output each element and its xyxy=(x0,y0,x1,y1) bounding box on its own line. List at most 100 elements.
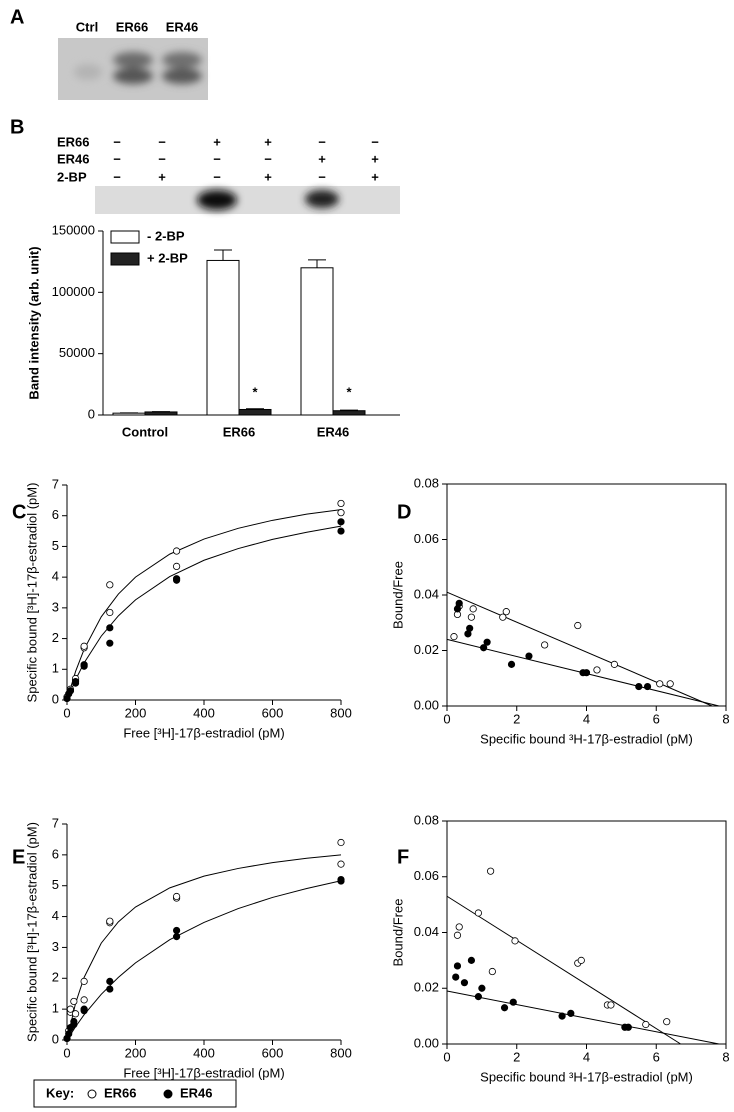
y-tick-label: 50000 xyxy=(59,345,95,360)
lane-label: Ctrl xyxy=(76,19,98,34)
data-point xyxy=(337,838,345,847)
data-point xyxy=(173,562,181,570)
condition-sign: − xyxy=(113,169,121,184)
data-point xyxy=(452,973,460,981)
annotation: * xyxy=(346,384,352,399)
y-tick-label: 0.00 xyxy=(414,697,439,712)
y-axis-title: Bound/Free xyxy=(390,899,405,967)
bar xyxy=(206,259,240,416)
data-point xyxy=(71,1010,80,1018)
y-axis-title: Specific bound [³H]-17β-estradiol (pM) xyxy=(24,483,39,703)
x-tick-label: 600 xyxy=(262,1045,284,1060)
legend-label: + 2-BP xyxy=(147,250,188,265)
y-tick-label: 0 xyxy=(88,406,95,421)
blot-strip xyxy=(95,186,400,214)
data-point xyxy=(467,613,476,621)
y-axis-title: Specific bound [³H]-17β-estradiol (pM) xyxy=(24,822,39,1042)
data-point xyxy=(106,917,114,925)
data-point xyxy=(455,923,463,931)
data-point xyxy=(70,997,78,1006)
data-point xyxy=(453,931,462,939)
y-tick-label: 0.08 xyxy=(414,475,439,490)
row-label: ER46 xyxy=(57,151,90,166)
fit-line xyxy=(446,990,720,1045)
y-tick-label: 0.06 xyxy=(414,868,439,883)
y-tick-label: 3 xyxy=(52,939,59,954)
data-point xyxy=(80,996,88,1004)
data-point xyxy=(574,621,582,630)
data-point xyxy=(635,682,643,691)
plot-frame xyxy=(446,820,727,1045)
y-tick-label: 5 xyxy=(52,877,59,892)
y-tick-label: 3 xyxy=(52,599,59,614)
x-tick-label: 8 xyxy=(722,711,729,726)
data-point xyxy=(469,605,477,613)
condition-sign: − xyxy=(158,134,166,149)
y-tick-label: 2 xyxy=(52,630,59,645)
data-point xyxy=(337,509,345,517)
condition-sign: + xyxy=(213,134,221,149)
data-point xyxy=(500,1004,509,1012)
data-point xyxy=(607,1001,615,1009)
data-point xyxy=(466,624,474,632)
data-point xyxy=(488,967,496,976)
data-point xyxy=(642,1020,650,1029)
key-marker xyxy=(163,1089,173,1099)
y-tick-label: 7 xyxy=(52,476,59,491)
data-point xyxy=(474,993,482,1001)
y-tick-label: 100000 xyxy=(52,284,95,299)
key-marker xyxy=(87,1089,97,1099)
fit-line xyxy=(66,509,342,701)
condition-sign: − xyxy=(213,169,221,184)
data-point xyxy=(70,1017,78,1026)
y-tick-label: 0.02 xyxy=(414,642,439,657)
data-point xyxy=(65,1030,73,1038)
data-point xyxy=(337,875,345,884)
data-point xyxy=(507,660,516,668)
x-tick-label: 4 xyxy=(583,711,590,726)
data-point xyxy=(467,956,476,964)
y-tick-label: 0.04 xyxy=(414,924,439,939)
x-tick-label: 400 xyxy=(193,1045,215,1060)
x-tick-label: 400 xyxy=(193,705,215,720)
condition-sign: − xyxy=(264,151,272,166)
bar xyxy=(144,411,178,416)
condition-sign: + xyxy=(371,151,379,166)
bar xyxy=(332,410,366,416)
x-tick-label: 0 xyxy=(443,1049,450,1064)
panel-label: A xyxy=(10,6,24,28)
data-point xyxy=(106,581,114,589)
x-tick-label: 8 xyxy=(722,1049,729,1064)
data-point xyxy=(80,1005,88,1013)
data-point xyxy=(337,527,345,535)
data-point xyxy=(541,641,549,649)
y-tick-label: 4 xyxy=(52,908,59,923)
y-tick-label: 0.08 xyxy=(414,812,439,827)
condition-sign: − xyxy=(113,134,121,149)
key-entry: ER46 xyxy=(180,1085,213,1100)
data-point xyxy=(106,608,114,617)
data-point xyxy=(450,633,458,641)
data-point xyxy=(656,680,664,688)
panel-label: E xyxy=(12,846,25,868)
data-point xyxy=(525,652,533,660)
lane-label: ER66 xyxy=(116,19,149,34)
y-tick-label: 2 xyxy=(52,970,59,985)
row-label: ER66 xyxy=(57,134,90,149)
legend-swatch xyxy=(110,252,140,266)
data-point xyxy=(624,1023,632,1031)
x-tick-label: ER46 xyxy=(317,424,350,439)
row-label: 2-BP xyxy=(57,169,87,184)
data-point xyxy=(582,669,591,677)
x-tick-label: Control xyxy=(122,424,168,439)
y-tick-label: 0.06 xyxy=(414,531,439,546)
data-point xyxy=(80,661,88,669)
data-point xyxy=(643,682,652,691)
fit-line xyxy=(446,591,713,707)
data-point xyxy=(80,642,88,650)
data-point xyxy=(483,638,491,646)
data-point xyxy=(106,624,114,632)
x-tick-label: 200 xyxy=(125,705,147,720)
x-tick-label: 4 xyxy=(583,1049,590,1064)
x-tick-label: 0 xyxy=(443,711,450,726)
